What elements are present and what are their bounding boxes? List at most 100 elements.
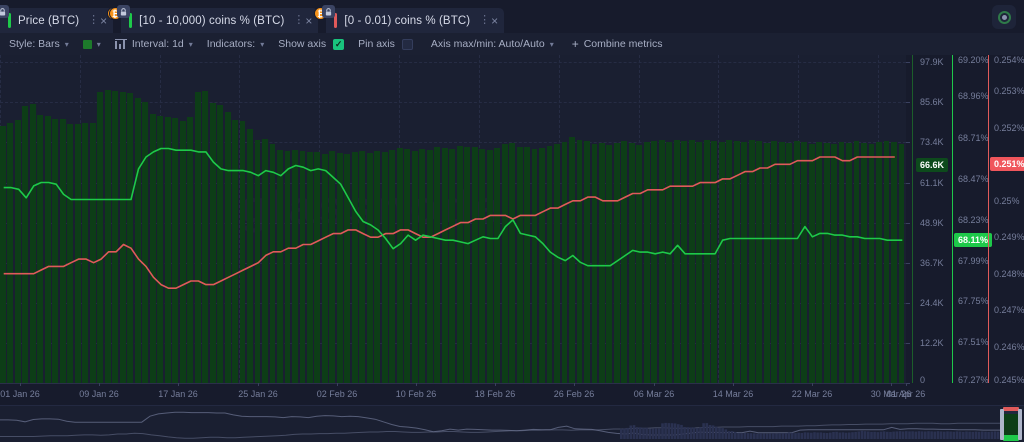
y-axis-tick-label: 68.47% [958, 174, 989, 185]
price-bar [846, 143, 852, 383]
navigator-bar [835, 431, 838, 439]
axis-minmax-selector[interactable]: Axis max/min: Auto/Auto ▾ [431, 38, 554, 50]
pin-axis-toggle[interactable]: Pin axis [358, 38, 413, 50]
x-axis-tick [178, 383, 179, 386]
navigator-selection[interactable] [1000, 406, 1022, 442]
price-bar [426, 150, 433, 383]
price-bar [531, 148, 538, 383]
navigator-bar [753, 433, 756, 439]
price-bar [299, 150, 306, 383]
price-bar [22, 105, 29, 383]
navigator-bar [768, 433, 772, 439]
navigator-bar [686, 427, 690, 439]
current-value-badge: 66.6K [916, 157, 949, 172]
close-icon[interactable]: × [305, 13, 313, 28]
kebab-menu-icon[interactable]: ⋮ [293, 14, 305, 26]
y-axis-tick-label: 0.254% [994, 55, 1024, 65]
price-bar [613, 142, 620, 383]
navigator-bar [705, 423, 709, 439]
combine-metrics-button[interactable]: + Combine metrics [572, 37, 663, 51]
x-axis-tick [574, 383, 575, 386]
close-icon[interactable]: × [491, 13, 499, 28]
price-bar [853, 141, 860, 383]
y-axis-tick-label: 68.23% [958, 214, 989, 225]
navigator-bar [898, 431, 902, 439]
navigator-bar [848, 432, 851, 439]
navigator-bar [730, 431, 734, 439]
y-axis-3[interactable]: 0.254% 0.253% 0.252% 0.251% 0.25% 0.249% 0.248… [906, 55, 1024, 385]
navigator-bar [965, 431, 968, 439]
price-bar [756, 141, 763, 383]
price-bar [554, 143, 560, 383]
price-bar [711, 140, 718, 383]
price-bar [134, 97, 141, 383]
navigator-bar [927, 431, 930, 439]
navigator-bar [892, 431, 895, 439]
indicators-selector[interactable]: Indicators: ▾ [207, 38, 264, 50]
price-bar [718, 141, 725, 383]
price-bar [793, 140, 800, 383]
chart-toolbar: Style: Bars ▾ ▾ Interval: 1d ▾ Indicator… [0, 33, 1024, 55]
lock-icon [117, 5, 131, 18]
price-bar [262, 139, 268, 383]
navigator-bar [949, 431, 952, 439]
show-axis-checkbox[interactable] [333, 38, 345, 50]
navigator-bar [743, 433, 747, 439]
tab-price-btc[interactable]: Price (BTC) ⋮ × ₿ [0, 5, 121, 33]
navigator-bar [787, 432, 791, 439]
price-bar [546, 145, 553, 383]
navigator-bar [737, 432, 740, 439]
interval-selector[interactable]: Interval: 1d ▾ [114, 38, 193, 50]
y-axis-tick-label: 0.246% [994, 341, 1024, 352]
y-axes-group[interactable]: 97.9K 85.6K 73.4K 61.1K 48.9K 36.7K 24.4K 12.2K… [906, 55, 1024, 385]
price-bar [703, 139, 710, 383]
style-selector[interactable]: Style: Bars ▾ [9, 38, 69, 50]
price-bar [816, 141, 823, 383]
price-bar [321, 153, 328, 383]
chart-plot-area[interactable]: glassnode [0, 55, 906, 383]
kebab-menu-icon[interactable]: ⋮ [479, 14, 491, 26]
navigator-bar [670, 423, 674, 439]
y-axis-tick-label: 0.245% [994, 375, 1024, 385]
price-bar [891, 142, 897, 383]
navigator-bar [708, 425, 712, 439]
y-axis-tick-label: 97.9K [920, 56, 944, 67]
selection-handle-left[interactable] [1000, 409, 1004, 440]
navigator-bar [908, 431, 911, 439]
price-bar [569, 137, 575, 383]
y-axis-2[interactable]: 69.20% 68.96% 68.71% 68.47% 68.23% 67.99% 67.7… [906, 55, 1024, 385]
metric-tab-bar: Price (BTC) ⋮ × ₿ [10 - 10,000) coins % … [0, 0, 1024, 33]
navigator-bar [895, 431, 899, 439]
x-axis-tick [495, 383, 496, 386]
y-axis-tick [906, 102, 910, 103]
show-axis-toggle[interactable]: Show axis [278, 38, 345, 50]
navigator-bar [718, 427, 721, 439]
price-bar [239, 120, 246, 383]
price-bar [658, 139, 665, 383]
range-navigator[interactable] [0, 405, 1024, 442]
close-icon[interactable]: × [100, 13, 108, 28]
x-axis-tick-label: 14 Mar 26 [712, 389, 754, 399]
y-axis-1[interactable]: 97.9K 85.6K 73.4K 61.1K 48.9K 36.7K 24.4K 12.2K… [906, 55, 1024, 385]
price-bar [876, 141, 882, 383]
price-bar [726, 139, 733, 383]
price-bar [217, 104, 223, 383]
price-bar [366, 153, 373, 383]
price-bar [441, 147, 448, 383]
tab-0-001-coins[interactable]: [0 - 0.01) coins % (BTC) ⋮ × ₿ [314, 5, 505, 33]
kebab-menu-icon[interactable]: ⋮ [88, 14, 100, 26]
y-axis-line [988, 55, 989, 383]
price-bar [247, 129, 253, 383]
live-toggle-button[interactable] [992, 5, 1016, 29]
tab-10-10000-coins[interactable]: [10 - 10,000) coins % (BTC) ⋮ × ₿ [109, 5, 319, 33]
x-axis-tick [733, 383, 734, 386]
navigator-bar [905, 431, 908, 439]
series-line [3, 156, 895, 289]
navigator-bar [673, 423, 677, 439]
pin-axis-checkbox[interactable] [401, 38, 413, 50]
y-axis-tick-label: 0.247% [994, 305, 1024, 316]
navigator-bar [829, 432, 832, 439]
selection-handle-right[interactable] [1018, 409, 1022, 440]
series-color-selector[interactable]: ▾ [82, 39, 101, 49]
